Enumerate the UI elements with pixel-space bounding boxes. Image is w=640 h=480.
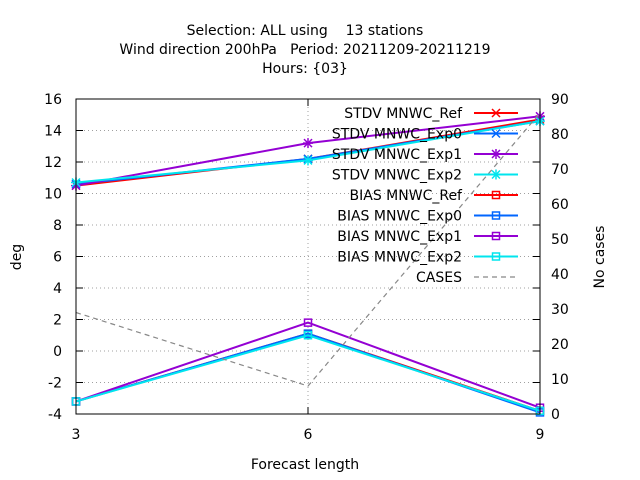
series-line-7 — [75, 321, 541, 409]
y2-tick-label: 30 — [551, 302, 569, 318]
y2-tick-label: 40 — [551, 267, 569, 283]
chart-title: Selection: ALL using 13 stations Wind dir… — [119, 23, 490, 77]
title-line-1: Selection: ALL using 13 stations — [187, 23, 424, 39]
y-tick-label: 10 — [44, 187, 62, 203]
x-axis-label: Forecast length — [251, 457, 359, 473]
y2-tick-label: 70 — [551, 162, 569, 178]
legend-label: STDV MNWC_Exp2 — [332, 168, 462, 184]
legend-marker — [491, 190, 501, 200]
x-tick-label: 9 — [536, 427, 545, 443]
legend-marker — [491, 169, 501, 180]
y-tick-label: 2 — [53, 313, 62, 329]
y2-tick-label: 90 — [551, 92, 569, 108]
legend-label: CASES — [416, 270, 462, 286]
y-tick-label: 12 — [44, 155, 62, 171]
data-point-marker — [303, 138, 313, 149]
y-tick-label: 0 — [53, 344, 62, 360]
y-tick-label: -2 — [48, 376, 62, 392]
y-tick-label: 4 — [53, 281, 62, 297]
legend-marker — [491, 231, 501, 241]
x-tick-label: 6 — [304, 427, 313, 443]
legend-label: BIAS MNWC_Exp1 — [337, 229, 462, 245]
series-line-6 — [75, 332, 541, 414]
legend-marker — [491, 108, 501, 118]
y2-tick-label: 0 — [551, 407, 560, 423]
legend-label: STDV MNWC_Exp1 — [332, 147, 462, 163]
y-tick-label: -4 — [48, 407, 62, 423]
legend-marker — [491, 211, 501, 220]
data-point-marker — [303, 331, 313, 340]
legend-label: BIAS MNWC_Exp0 — [337, 209, 462, 225]
x-tick-label: 3 — [72, 427, 81, 443]
title-line-2: Wind direction 200hPa Period: 20211209-2… — [119, 42, 490, 58]
y-tick-label: 6 — [53, 250, 62, 266]
y-tick-label: 8 — [53, 218, 62, 234]
legend: STDV MNWC_Ref STDV MNWC_Exp0 STDV MNWC_Exp… — [332, 106, 518, 286]
y-axis-label: deg — [9, 244, 25, 270]
y-tick-label: 14 — [44, 124, 62, 140]
legend-marker — [491, 128, 501, 139]
legend-label: STDV MNWC_Exp0 — [332, 127, 462, 143]
axis-ticks: -4 -2 0 2 4 6 8 10 12 14 16 0 10 20 30 40 50 60 70 80 90 3 6 9 — [44, 92, 569, 443]
legend-label: BIAS MNWC_Exp2 — [337, 250, 462, 266]
legend-label: BIAS MNWC_Ref — [350, 188, 464, 204]
series-lines — [71, 111, 545, 417]
y2-tick-label: 60 — [551, 197, 569, 213]
y2-tick-label: 50 — [551, 232, 569, 248]
legend-marker — [491, 149, 501, 159]
y2-axis-label: No cases — [592, 226, 608, 289]
y2-tick-label: 20 — [551, 337, 569, 353]
legend-marker — [491, 252, 501, 261]
y2-tick-label: 80 — [551, 127, 569, 143]
data-point-marker — [303, 155, 313, 166]
title-line-3: Hours: {03} — [262, 61, 348, 77]
data-point-marker — [303, 318, 313, 327]
series-line-9 — [75, 112, 541, 387]
series-line-8 — [75, 334, 541, 412]
y2-tick-label: 10 — [551, 372, 569, 388]
y-tick-label: 16 — [44, 92, 62, 108]
legend-label: STDV MNWC_Ref — [344, 106, 463, 122]
